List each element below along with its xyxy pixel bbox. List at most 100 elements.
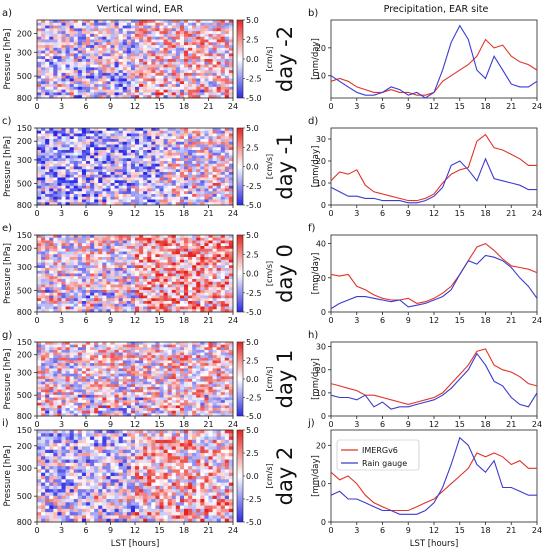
heatmap-cell [225,274,229,277]
heatmap-cell [66,376,70,379]
heatmap-cell [74,158,78,161]
heatmap-cell [53,282,57,285]
heatmap-cell [45,164,49,167]
heatmap-cell [204,180,208,183]
heatmap-cell [192,31,196,34]
heatmap-cell [204,191,208,194]
heatmap-cell [184,186,188,189]
heatmap-cell [184,153,188,156]
heatmap-cell [217,48,221,51]
heatmap-cell [41,382,45,385]
heatmap-cell [192,246,196,249]
heatmap-cell [37,392,41,395]
heatmap-cell [115,400,119,403]
heatmap-cell [127,169,131,172]
heatmap-cell [82,268,86,271]
heatmap-cell [213,31,217,34]
heatmap-cell [74,390,78,393]
heatmap-cell [115,167,119,170]
heatmap-cell [160,153,164,156]
heatmap-cell [139,243,143,246]
heatmap-cell [131,252,135,255]
heatmap-cell [209,65,213,68]
heatmap-cell [209,301,213,304]
heatmap-cell [86,243,90,246]
heatmap-cell [147,56,151,59]
heatmap-cell [37,411,41,414]
heatmap-cell [70,158,74,161]
heatmap-cell [62,350,66,353]
heatmap-cell [70,249,74,252]
heatmap-cell [123,79,127,82]
heatmap-cell [143,139,147,142]
heatmap-cell [123,243,127,246]
heatmap-cell [53,31,57,34]
heatmap-cell [176,304,180,307]
heatmap-cell [78,390,82,393]
heatmap-cell [94,189,98,192]
heatmap-cell [78,403,82,406]
heatmap-cell [160,260,164,263]
heatmap-cell [204,296,208,299]
heatmap-cell [106,298,110,301]
heatmap-cell [82,296,86,299]
heatmap-cell [74,274,78,277]
heatmap-cell [62,368,66,371]
heatmap-cell [204,274,208,277]
heatmap-cell [209,191,213,194]
heatmap-cell [221,40,225,43]
heatmap-cell [209,263,213,266]
heatmap-cell [225,301,229,304]
heatmap-cell [135,40,139,43]
heatmap-cell [180,241,184,244]
heatmap-cell [94,65,98,68]
heatmap-cell [147,81,151,84]
heatmap-cell [78,257,82,260]
heatmap-cell [139,290,143,293]
heatmap-cell [78,290,82,293]
heatmap-cell [131,260,135,263]
heatmap-cell [160,271,164,274]
heatmap-cell [66,293,70,296]
pressure-tick-label: 500 [17,286,32,295]
heatmap-cell [45,26,49,29]
heatmap-cell [115,134,119,137]
heatmap-cell [168,282,172,285]
heatmap-cell [200,243,204,246]
heatmap-cell [192,87,196,90]
x-tick-label: 0 [328,316,333,325]
heatmap-cell [37,31,41,34]
heatmap-cell [221,279,225,282]
colorbar [237,235,243,312]
heatmap-cell [115,268,119,271]
heatmap-cell [192,23,196,26]
heatmap-cell [86,76,90,79]
heatmap-cell [106,45,110,48]
heatmap-cell [217,92,221,95]
heatmap-cell [49,167,53,170]
heatmap-cell [98,274,102,277]
heatmap-cell [82,243,86,246]
heatmap-cell [53,150,57,153]
heatmap-cell [74,268,78,271]
heatmap-cell [45,265,49,268]
heatmap-cell [70,164,74,167]
heatmap-cell [70,405,74,408]
heatmap-cell [102,260,106,263]
heatmap-cell [184,20,188,23]
heatmap-cell [168,59,172,62]
heatmap-cell [70,398,74,401]
heatmap-cell [66,142,70,145]
heatmap-cell [200,90,204,93]
heatmap-cell [192,249,196,252]
heatmap-cell [225,241,229,244]
heatmap-cell [111,304,115,307]
heatmap-cell [192,257,196,260]
heatmap-cell [90,371,94,374]
heatmap-cell [188,241,192,244]
heatmap-cell [90,134,94,137]
heatmap-cell [86,390,90,393]
heatmap-cell [45,257,49,260]
heatmap-cell [123,153,127,156]
heatmap-cell [131,158,135,161]
